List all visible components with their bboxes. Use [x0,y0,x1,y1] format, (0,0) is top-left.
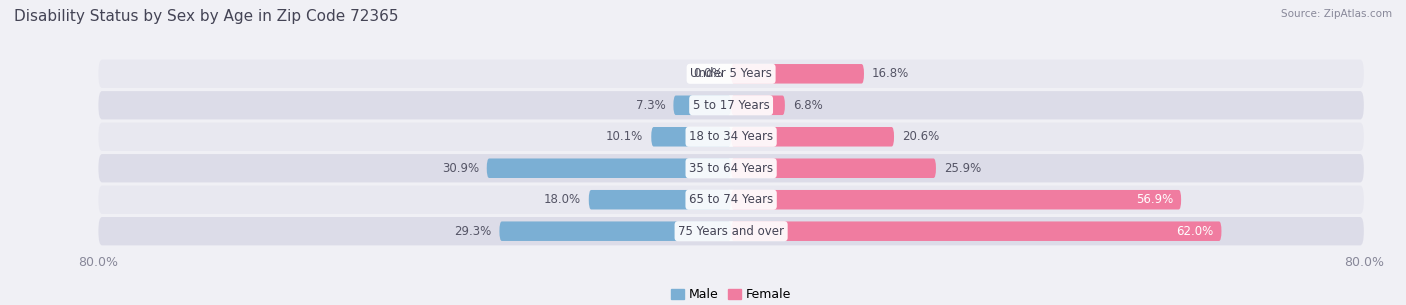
FancyBboxPatch shape [731,159,936,178]
FancyBboxPatch shape [98,154,1364,182]
FancyBboxPatch shape [731,127,894,146]
Text: 6.8%: 6.8% [793,99,823,112]
FancyBboxPatch shape [589,190,731,210]
FancyBboxPatch shape [673,95,731,115]
Text: Under 5 Years: Under 5 Years [690,67,772,80]
Text: 75 Years and over: 75 Years and over [678,225,785,238]
Text: 5 to 17 Years: 5 to 17 Years [693,99,769,112]
Text: 18 to 34 Years: 18 to 34 Years [689,130,773,143]
FancyBboxPatch shape [731,95,785,115]
Text: Disability Status by Sex by Age in Zip Code 72365: Disability Status by Sex by Age in Zip C… [14,9,398,24]
FancyBboxPatch shape [731,221,1222,241]
Text: Source: ZipAtlas.com: Source: ZipAtlas.com [1281,9,1392,19]
FancyBboxPatch shape [486,159,731,178]
Text: 0.0%: 0.0% [693,67,723,80]
FancyBboxPatch shape [98,59,1364,88]
FancyBboxPatch shape [98,91,1364,120]
FancyBboxPatch shape [731,64,863,84]
Legend: Male, Female: Male, Female [666,283,796,305]
FancyBboxPatch shape [499,221,731,241]
Text: 29.3%: 29.3% [454,225,492,238]
Text: 65 to 74 Years: 65 to 74 Years [689,193,773,206]
Text: 18.0%: 18.0% [544,193,581,206]
FancyBboxPatch shape [98,123,1364,151]
FancyBboxPatch shape [98,217,1364,246]
Text: 16.8%: 16.8% [872,67,910,80]
FancyBboxPatch shape [98,185,1364,214]
Text: 35 to 64 Years: 35 to 64 Years [689,162,773,175]
FancyBboxPatch shape [651,127,731,146]
FancyBboxPatch shape [731,190,1181,210]
Text: 25.9%: 25.9% [943,162,981,175]
Text: 30.9%: 30.9% [441,162,479,175]
Text: 10.1%: 10.1% [606,130,644,143]
Text: 20.6%: 20.6% [903,130,939,143]
Text: 56.9%: 56.9% [1136,193,1173,206]
Text: 7.3%: 7.3% [636,99,665,112]
Text: 62.0%: 62.0% [1177,225,1213,238]
